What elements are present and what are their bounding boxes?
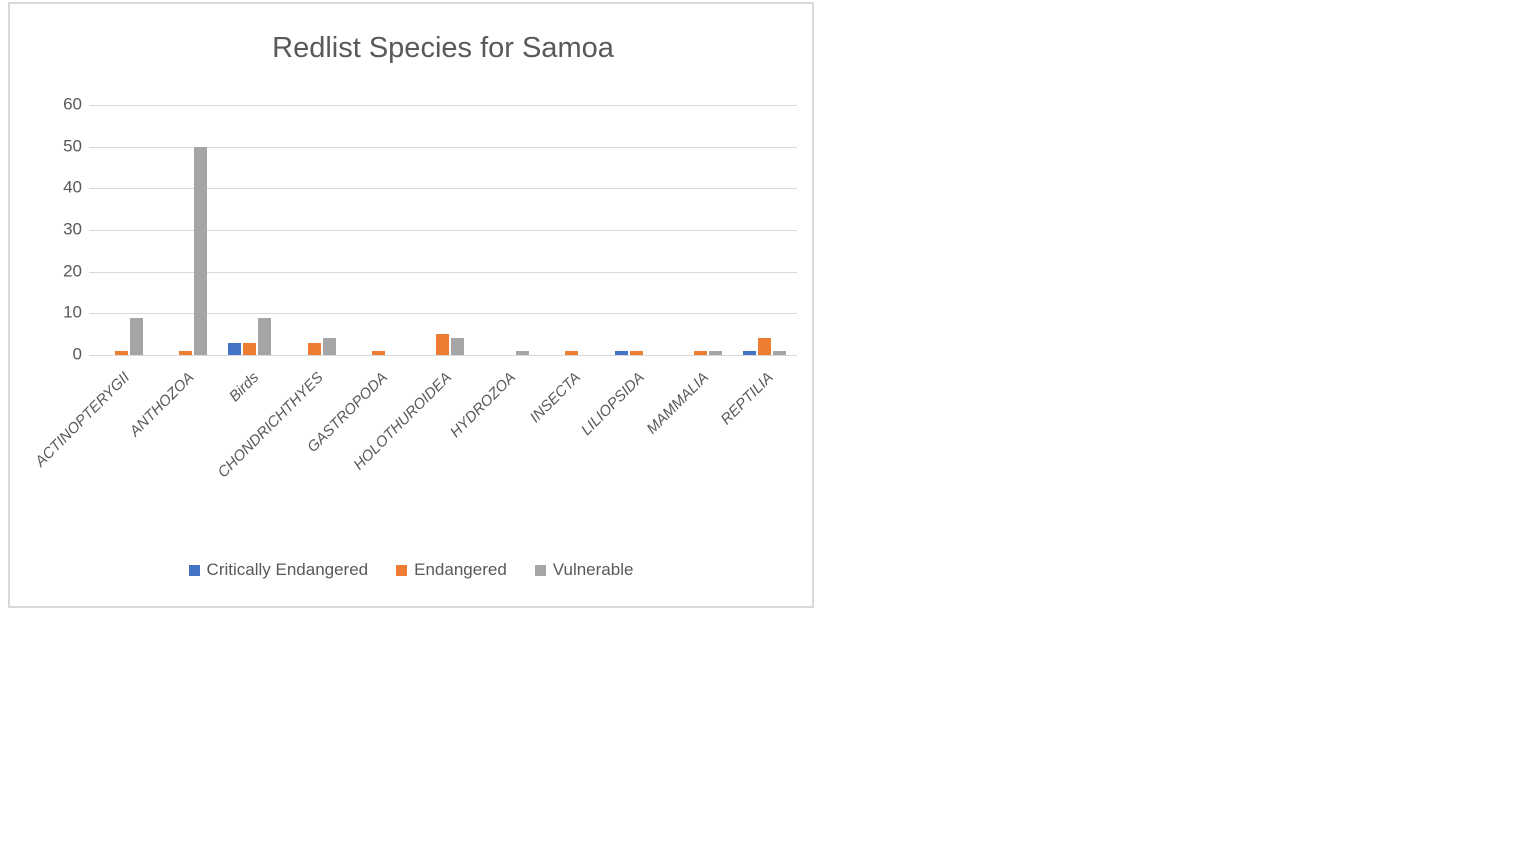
y-axis-tick-label: 20	[63, 261, 82, 281]
category-cell: INSECTA	[527, 359, 604, 544]
gridline	[89, 271, 797, 273]
category-cell: MAMMALIA	[644, 359, 732, 544]
category-cell: HYDROZOA	[447, 359, 539, 544]
bar-group-actinopterygii	[89, 105, 153, 355]
y-axis: 0 10 20 30 40 50 60	[30, 95, 82, 364]
plot-area	[89, 105, 797, 356]
bar-endangered	[693, 350, 707, 355]
category-cell: REPTILIA	[718, 359, 797, 544]
bar-endangered	[307, 342, 321, 355]
bar-endangered	[114, 350, 128, 355]
bar-group-anthozoa	[153, 105, 217, 355]
bar-vulnerable	[708, 350, 722, 355]
legend-swatch-icon	[188, 564, 200, 576]
legend-item-endangered: Endangered	[396, 560, 507, 580]
chart-title: Redlist Species for Samoa	[272, 32, 614, 64]
bar-endangered	[758, 338, 772, 355]
legend-label: Endangered	[414, 560, 507, 579]
x-axis-category-labels: ACTINOPTERYGII ANTHOZOA Birds CHONDRICHTHYE…	[32, 359, 797, 544]
bar-endangered	[243, 342, 257, 355]
bar-group-birds	[218, 105, 282, 355]
y-axis-tick-label: 30	[63, 219, 82, 239]
bar-vulnerable	[515, 350, 529, 355]
bar-endangered	[179, 350, 193, 355]
bar-group-reptilia	[733, 105, 797, 355]
bar-group-holothuroidea	[411, 105, 475, 355]
bar-vulnerable	[451, 338, 465, 355]
bar-vulnerable	[194, 146, 208, 355]
legend-label: Critically Endangered	[206, 560, 369, 579]
category-cell: LILIOPSIDA	[578, 359, 668, 544]
category-cell: ACTINOPTERYGII	[32, 359, 153, 544]
legend: Critically Endangered Endangered Vulnerabl…	[10, 560, 812, 580]
y-axis-tick-label: 40	[63, 177, 82, 197]
bar-vulnerable	[129, 317, 143, 355]
gridline	[89, 188, 797, 190]
y-axis-tick-label: 0	[72, 344, 82, 364]
bar-group-insecta	[540, 105, 604, 355]
category-label: Birds	[225, 369, 262, 406]
bar-vulnerable	[322, 338, 336, 355]
bar-endangered	[565, 350, 579, 355]
bar-group-chondrichthyes	[282, 105, 346, 355]
bar-endangered	[372, 350, 386, 355]
bar-vulnerable	[258, 317, 272, 355]
bar-critically-endangered	[614, 350, 628, 355]
gridline	[89, 105, 797, 106]
y-axis-tick-label: 50	[63, 136, 82, 156]
category-label: ACTINOPTERYGII	[32, 369, 134, 471]
bar-critically-endangered	[228, 342, 242, 355]
legend-swatch-icon	[396, 564, 408, 576]
chart-canvas: Redlist Species for Samoa 0 10 20 30 40 50 60 …	[8, 2, 814, 608]
bar-groups	[89, 105, 797, 355]
legend-label: Vulnerable	[552, 560, 634, 579]
bar-group-mammalia	[668, 105, 732, 355]
bar-group-hydrozoa	[475, 105, 539, 355]
bar-vulnerable	[773, 350, 787, 355]
category-cell: HOLOTHUROIDEA	[350, 359, 475, 544]
gridline	[89, 146, 797, 148]
legend-item-vulnerable: Vulnerable	[534, 560, 634, 580]
gridline	[89, 230, 797, 231]
category-cell: ANTHOZOA	[127, 359, 217, 544]
bar-group-gastropoda	[346, 105, 410, 355]
legend-swatch-icon	[534, 564, 546, 576]
bar-endangered	[436, 334, 450, 355]
y-axis-tick-label: 60	[63, 94, 82, 114]
bar-endangered	[629, 350, 643, 355]
y-axis-tick-label: 10	[63, 302, 82, 322]
bar-group-liliopsida	[604, 105, 668, 355]
gridline	[89, 355, 797, 356]
gridline	[89, 313, 797, 315]
legend-item-critically-endangered: Critically Endangered	[188, 560, 369, 580]
bar-critically-endangered	[743, 350, 757, 355]
